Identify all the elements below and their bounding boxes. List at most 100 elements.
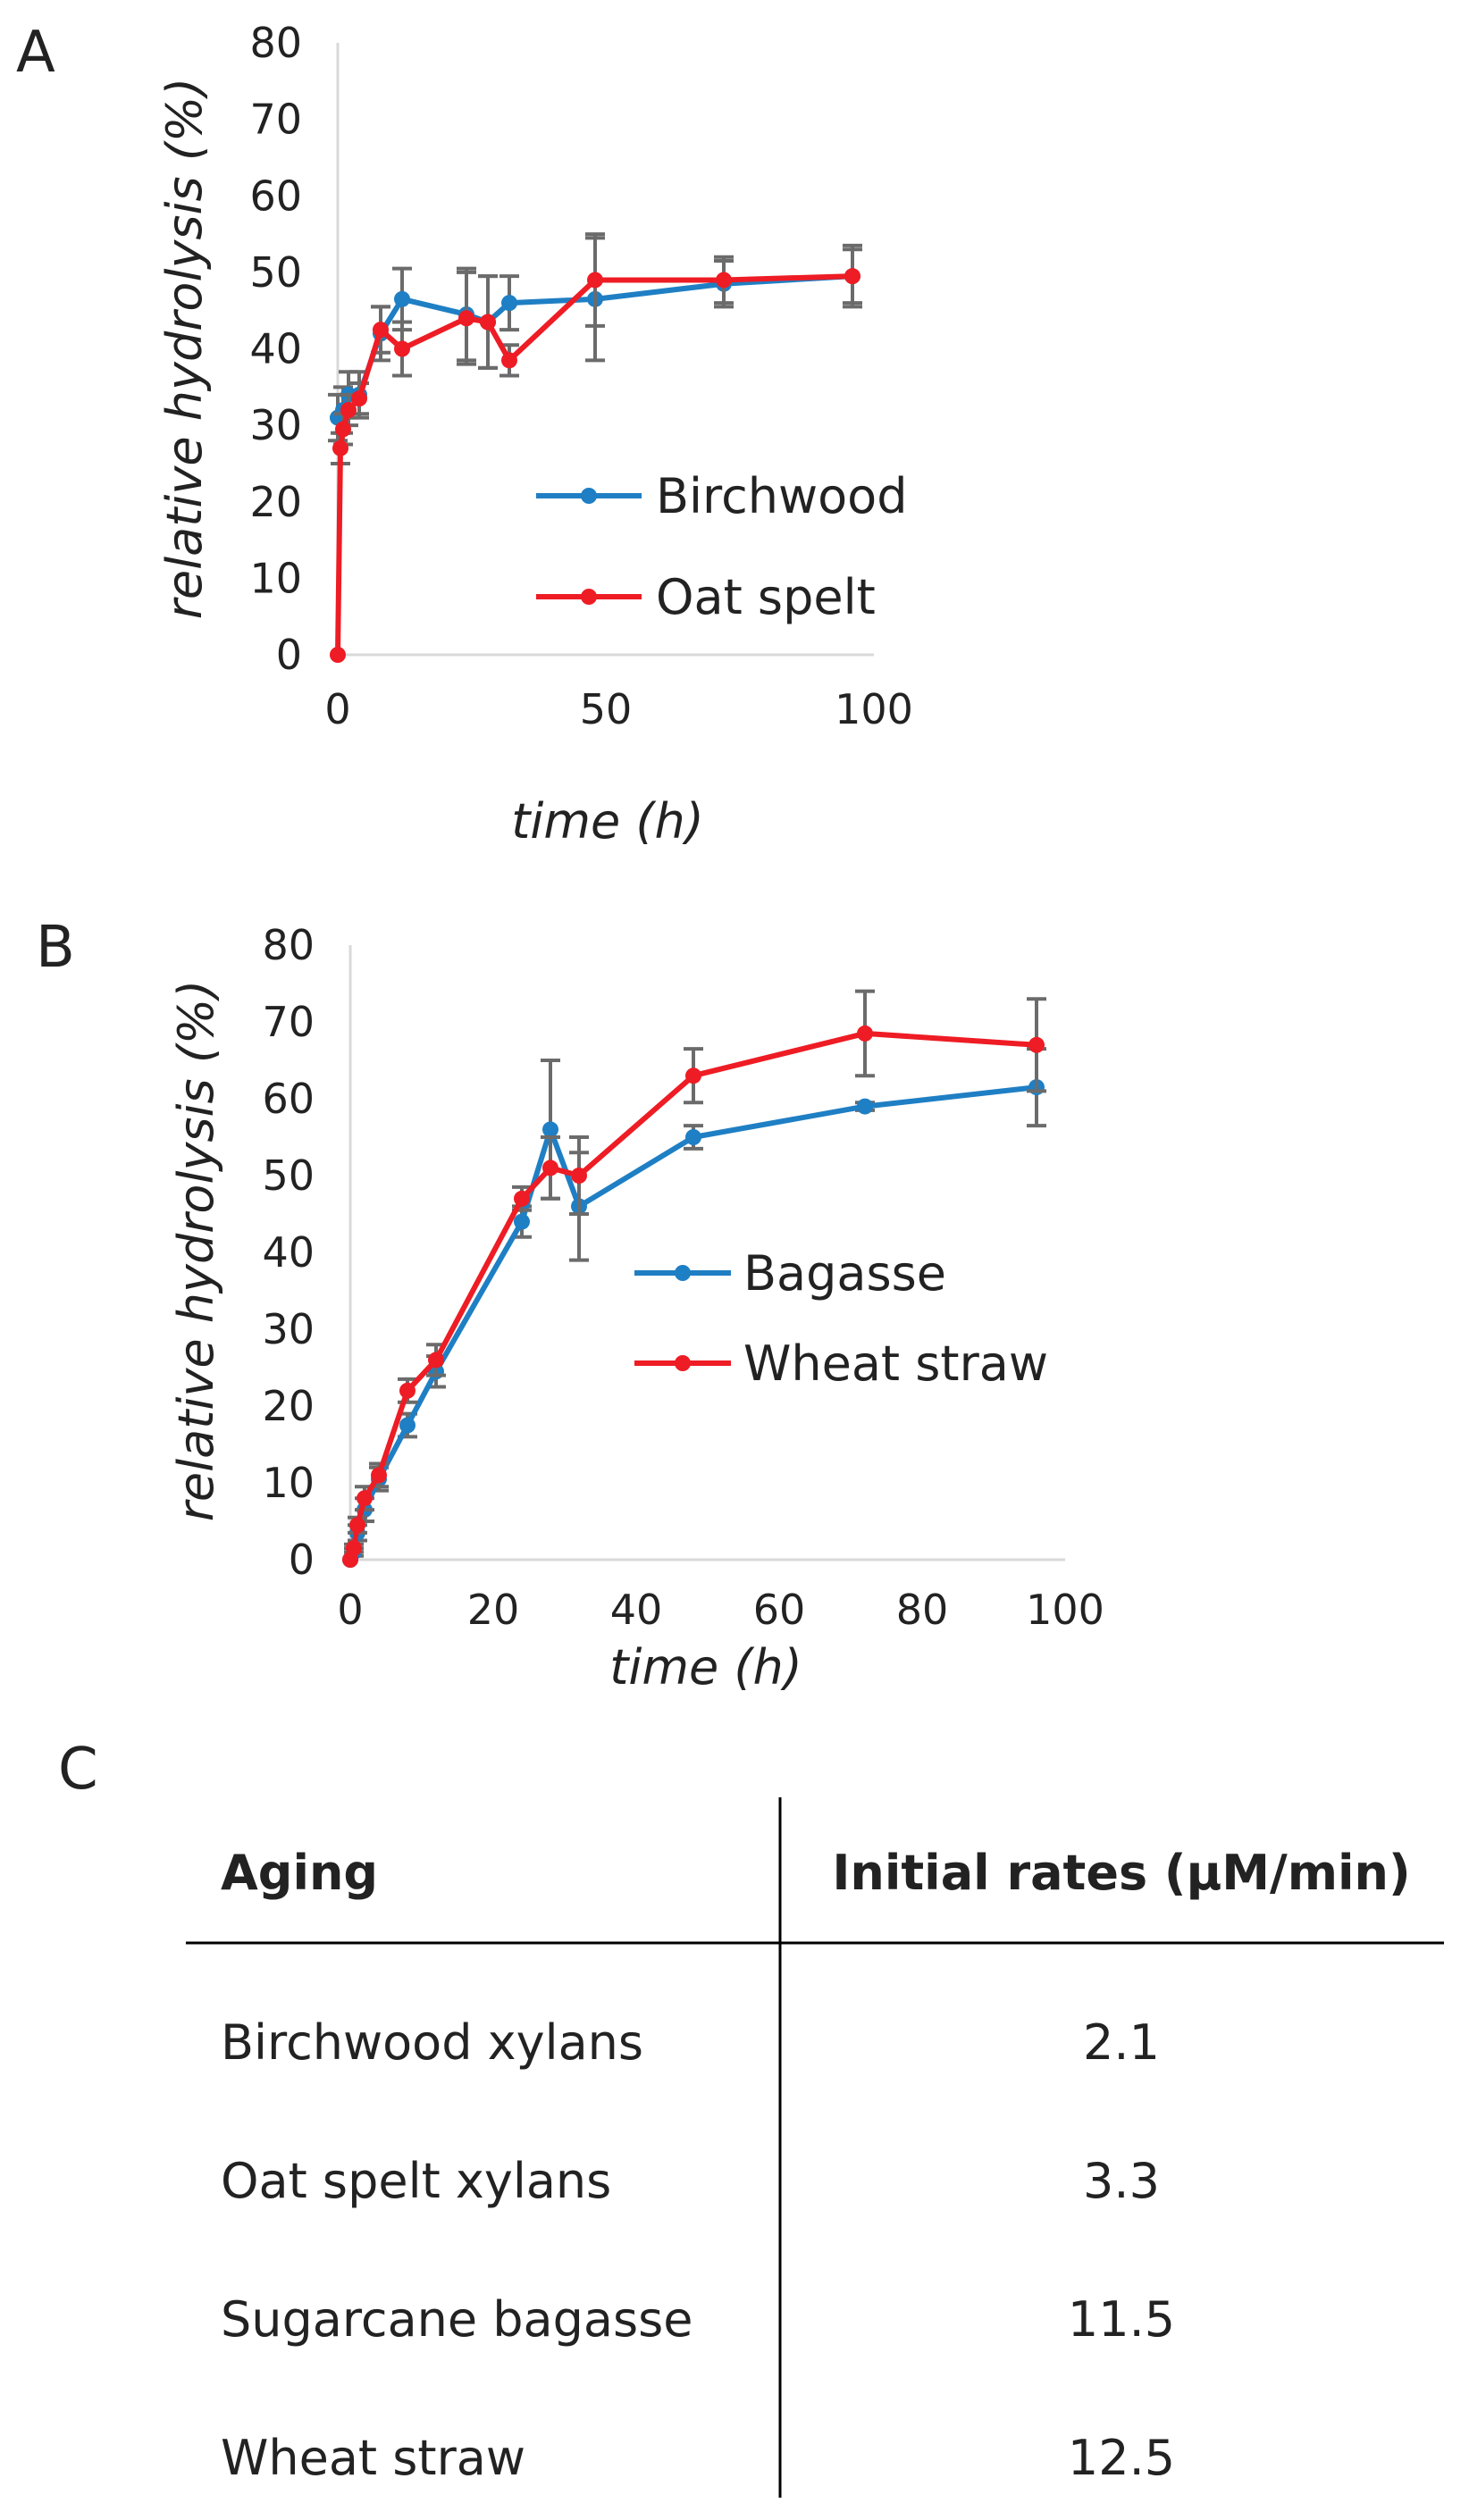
oat-spelt-point[interactable] (480, 314, 496, 331)
bagasse-point[interactable] (514, 1213, 530, 1230)
panel-b-plot-area (342, 989, 1046, 1568)
bagasse-point[interactable] (857, 1098, 873, 1115)
y-tick-label: 70 (249, 96, 302, 144)
panel-b-legend-wheat-straw[interactable]: Wheat straw (634, 1335, 1048, 1392)
legend-birchwood-label: Birchwood (656, 468, 908, 524)
oat-spelt-point[interactable] (351, 390, 367, 407)
y-tick-label: 50 (249, 248, 302, 297)
wheat-straw-point[interactable] (514, 1190, 530, 1207)
oat-spelt-point[interactable] (458, 310, 474, 327)
panel-b-x-ticks: 0 20 40 60 80 100 (337, 1586, 1104, 1634)
wheat-straw-point[interactable] (399, 1382, 416, 1399)
bagasse-error-bars (344, 1047, 1046, 1558)
wheat-straw-point[interactable] (346, 1540, 362, 1557)
wheat-straw-point[interactable] (357, 1490, 373, 1507)
y-tick-label: 10 (262, 1459, 315, 1507)
panel-a-x-ticks: 0 50 100 (324, 685, 913, 733)
y-tick-label: 60 (249, 172, 302, 220)
panel-b-legend: Bagasse Wheat straw (634, 1245, 1048, 1392)
y-tick-label: 80 (262, 921, 315, 969)
birchwood-point[interactable] (394, 290, 410, 307)
wheat-straw-point[interactable] (349, 1517, 365, 1534)
y-tick-label: 0 (276, 631, 302, 679)
oat-spelt-point[interactable] (587, 272, 603, 289)
bagasse-markers (342, 1079, 1045, 1568)
oat-spelt-point[interactable] (844, 268, 860, 285)
bagasse-point[interactable] (399, 1417, 416, 1434)
x-tick-label: 100 (835, 685, 913, 733)
x-tick-label: 0 (337, 1586, 363, 1634)
y-tick-label: 20 (262, 1382, 315, 1430)
birchwood-point[interactable] (501, 295, 517, 312)
x-tick-label: 80 (896, 1586, 949, 1634)
y-tick-label: 30 (249, 401, 302, 449)
y-tick-label: 40 (249, 325, 302, 373)
legend-oat-spelt-label: Oat spelt (656, 569, 876, 625)
oat-spelt-markers (330, 268, 860, 663)
oat-spelt-point[interactable] (716, 272, 732, 289)
panel-a-legend-birchwood[interactable]: Birchwood (536, 468, 908, 524)
table-cell-name: Birchwood xylans (221, 2014, 643, 2071)
legend-bagasse-label: Bagasse (743, 1245, 946, 1302)
oat-spelt-point[interactable] (332, 440, 348, 456)
x-tick-label: 0 (324, 685, 350, 733)
y-tick-label: 80 (249, 19, 302, 67)
y-tick-label: 40 (262, 1228, 315, 1277)
wheat-straw-point[interactable] (857, 1025, 873, 1042)
oat-spelt-point[interactable] (340, 402, 357, 418)
bagasse-point[interactable] (542, 1121, 558, 1138)
panel-a-letter: A (16, 20, 55, 86)
oat-spelt-point[interactable] (330, 647, 346, 663)
wheat-straw-point[interactable] (428, 1352, 444, 1369)
legend-birchwood-marker (581, 488, 597, 504)
legend-wheat-straw-marker (675, 1355, 691, 1371)
wheat-straw-markers (342, 1025, 1045, 1568)
table-cell-name: Oat spelt xylans (221, 2153, 611, 2209)
y-tick-label: 50 (262, 1151, 315, 1200)
panel-c-letter: C (58, 1737, 98, 1803)
wheat-straw-point[interactable] (1028, 1036, 1045, 1053)
legend-oat-spelt-marker (581, 589, 597, 605)
bagasse-point[interactable] (685, 1129, 701, 1145)
table-cell-rate: 2.1 (1083, 2014, 1160, 2071)
oat-spelt-point[interactable] (394, 340, 410, 357)
panel-a-legend: Birchwood Oat spelt (536, 468, 908, 625)
wheat-straw-point[interactable] (571, 1168, 587, 1184)
panel-b-y-ticks: 0 10 20 30 40 50 60 70 80 (262, 921, 315, 1584)
x-tick-label: 20 (467, 1586, 520, 1634)
y-tick-label: 0 (289, 1536, 315, 1584)
table-cell-rate: 12.5 (1068, 2430, 1175, 2486)
y-tick-label: 30 (262, 1305, 315, 1353)
table-cell-rate: 11.5 (1068, 2291, 1175, 2348)
legend-wheat-straw-label: Wheat straw (743, 1335, 1048, 1392)
panel-b-legend-bagasse[interactable]: Bagasse (634, 1245, 946, 1302)
x-tick-label: 40 (610, 1586, 663, 1634)
wheat-straw-point[interactable] (542, 1160, 558, 1176)
table-cell-name: Sugarcane bagasse (221, 2291, 693, 2348)
panel-a-legend-oat-spelt[interactable]: Oat spelt (536, 569, 876, 625)
panel-a-plot-area (328, 232, 862, 663)
oat-spelt-point[interactable] (373, 322, 389, 339)
x-tick-label: 100 (1026, 1586, 1104, 1634)
panel-b-chart: B 0 10 20 30 40 50 60 70 80 0 20 40 60 80 100 time (h… (36, 915, 1104, 1695)
panel-a-y-ticks: 0 10 20 30 40 50 60 70 80 (249, 19, 302, 679)
x-tick-label: 50 (580, 685, 633, 733)
y-tick-label: 60 (262, 1075, 315, 1123)
legend-bagasse-marker (675, 1265, 691, 1281)
table-header-initial-rates: Initial rates (µM/min) (832, 1845, 1410, 1901)
table-cell-name: Wheat straw (221, 2430, 525, 2486)
y-tick-label: 10 (249, 554, 302, 602)
wheat-straw-point[interactable] (685, 1067, 701, 1084)
wheat-straw-point[interactable] (371, 1467, 387, 1484)
panel-a-y-axis-title: relative hydrolysis (%) (156, 78, 213, 620)
oat-spelt-point[interactable] (335, 421, 351, 438)
panel-b-y-axis-title: relative hydrolysis (%) (168, 980, 224, 1522)
oat-spelt-point[interactable] (501, 352, 517, 369)
panel-a-x-axis-title: time (h) (511, 793, 704, 850)
panel-b-x-axis-title: time (h) (609, 1639, 802, 1695)
table-header-aging: Aging (221, 1845, 378, 1901)
y-tick-label: 20 (249, 478, 302, 526)
y-tick-label: 70 (262, 998, 315, 1046)
table-cell-rate: 3.3 (1083, 2153, 1160, 2209)
